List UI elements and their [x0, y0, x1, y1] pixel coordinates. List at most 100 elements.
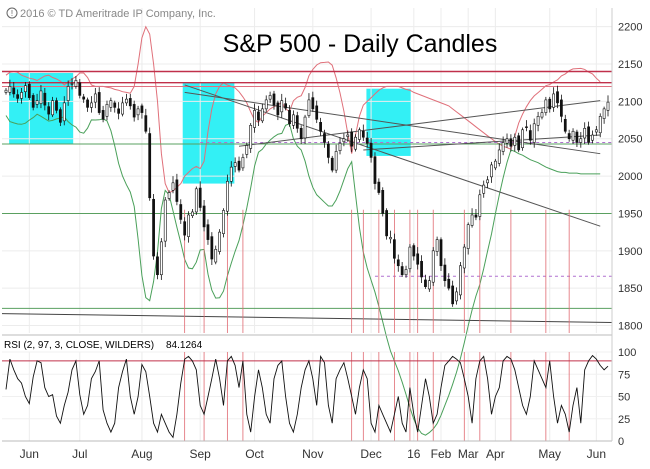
candle-body — [97, 92, 101, 113]
candle-body — [606, 101, 610, 111]
candle-body — [156, 256, 159, 276]
candle-body — [237, 160, 241, 171]
candle-body — [393, 239, 396, 259]
candle-body — [490, 164, 493, 178]
candle-body — [93, 93, 97, 103]
x-tick-label-16: 16 — [407, 447, 421, 461]
price-tick-label-1900: 1900 — [618, 246, 642, 258]
candle-body — [121, 102, 124, 115]
candle-body — [315, 105, 319, 120]
candle-body — [575, 131, 579, 143]
candle-body — [276, 102, 280, 116]
candle-body — [117, 108, 121, 114]
candle-body — [478, 194, 482, 217]
candle-body — [326, 143, 330, 158]
candle-body — [288, 110, 291, 125]
lower-band-line — [5, 113, 601, 436]
rsi-tick-label-0: 0 — [618, 436, 624, 448]
candle-body — [167, 192, 171, 199]
candle-body — [474, 214, 478, 218]
candle-body — [540, 112, 544, 118]
candle-body — [381, 189, 385, 214]
candle-body — [12, 87, 16, 95]
candle-body — [563, 119, 567, 132]
candle-body — [443, 264, 447, 282]
candle-body — [358, 129, 361, 140]
x-tick-label-Sep: Sep — [190, 447, 212, 461]
candle-body — [567, 133, 571, 140]
bottom-trendline — [1, 313, 613, 324]
rsi-tick-label-25: 25 — [618, 414, 630, 426]
candle-body — [101, 110, 105, 120]
candle-body — [4, 89, 8, 93]
x-tick-label-Dec: Dec — [360, 447, 381, 461]
candle-body — [191, 211, 194, 217]
candle-body — [163, 199, 167, 242]
x-tick-label-Nov: Nov — [302, 447, 323, 461]
candle-body — [229, 166, 233, 182]
x-tick-label-Aug: Aug — [131, 447, 152, 461]
candle-body — [532, 123, 536, 143]
diagonal-trendline-4 — [363, 134, 601, 151]
candle-body — [435, 239, 439, 252]
candle-body — [400, 266, 404, 276]
candle-body — [39, 90, 43, 104]
x-tick-label-Oct: Oct — [245, 447, 264, 461]
candle-body — [462, 246, 466, 269]
candle-body — [459, 265, 462, 296]
candle-body — [501, 142, 505, 152]
candle-body — [505, 138, 509, 144]
candle-body — [105, 104, 109, 117]
candle-body — [299, 127, 303, 140]
candle-body — [194, 188, 198, 213]
x-tick-label-Jun: Jun — [587, 447, 606, 461]
copyright-text: 2016 © TD Ameritrade IP Company, Inc. — [20, 8, 216, 20]
candle-body — [70, 83, 74, 85]
candle-body — [210, 236, 214, 260]
candle-body — [183, 221, 187, 236]
candle-body — [482, 184, 486, 194]
candle-body — [253, 110, 256, 128]
candle-body — [303, 116, 307, 139]
x-tick-label-May: May — [538, 447, 561, 461]
candle-body — [20, 92, 23, 99]
candle-body — [350, 131, 354, 147]
rsi-last-value: 84.1264 — [166, 340, 203, 351]
rsi-title: RSI (2, 97, 3, CLOSE, WILDERS) — [4, 340, 154, 351]
candle-body — [404, 269, 408, 276]
candle-body — [330, 157, 334, 171]
candle-body — [424, 279, 427, 287]
candle-body — [528, 130, 532, 141]
candle-body — [152, 198, 155, 257]
candle-body — [517, 135, 521, 151]
candle-body — [323, 133, 326, 143]
candle-body — [144, 115, 148, 132]
candle-body — [307, 99, 311, 116]
candle-body — [346, 134, 350, 137]
candle-body — [552, 93, 556, 108]
price-tick-label-1850: 1850 — [618, 283, 642, 295]
copyright-notice: ! 2016 © TD Ameritrade IP Company, Inc. — [6, 7, 216, 20]
candle-body — [74, 80, 78, 87]
candle-body — [175, 179, 179, 202]
price-tick-label-1950: 1950 — [618, 208, 642, 220]
candle-body — [412, 245, 416, 257]
highlight-box-1 — [9, 73, 74, 144]
candle-body — [268, 95, 272, 100]
candle-body — [218, 231, 221, 252]
price-tick-label-2100: 2100 — [618, 96, 642, 108]
price-tick-label-2000: 2000 — [618, 171, 642, 183]
x-tick-label-Jul: Jul — [72, 447, 87, 461]
price-tick-label-1800: 1800 — [618, 321, 642, 333]
candle-body — [295, 115, 299, 129]
candle-body — [214, 249, 218, 263]
candle-body — [179, 204, 183, 220]
candle-body — [284, 103, 288, 109]
diagonal-trendline-2 — [184, 91, 601, 155]
candle-body — [171, 182, 175, 191]
rsi-line — [5, 354, 609, 439]
x-tick-label-Apr: Apr — [486, 447, 505, 461]
price-tick-label-2200: 2200 — [618, 22, 642, 34]
candle-body — [571, 130, 575, 141]
